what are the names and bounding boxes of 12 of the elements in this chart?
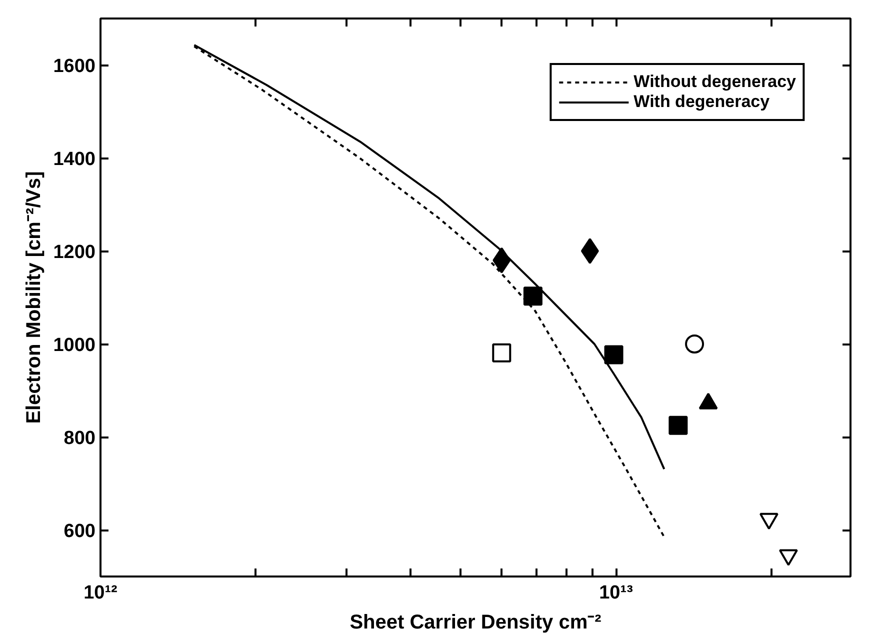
y-tick-label: 800 (64, 428, 96, 449)
y-tick-label: 1200 (53, 242, 96, 263)
y-tick-label: 1600 (53, 56, 96, 77)
y-tick-label: 1000 (53, 335, 96, 356)
x-tick-label: 10¹² (84, 582, 118, 604)
y-tick-label: 1400 (53, 149, 96, 170)
x-tick-label: 10¹³ (599, 582, 633, 604)
legend-label: Without degeneracy (634, 72, 796, 92)
y-tick-label: 600 (64, 521, 96, 542)
x-axis-title: Sheet Carrier Density cm⁻² (350, 612, 602, 634)
y-axis-title: Electron Mobility [cm⁻²/Vs] (23, 171, 46, 424)
legend-label: With degeneracy (634, 92, 770, 112)
